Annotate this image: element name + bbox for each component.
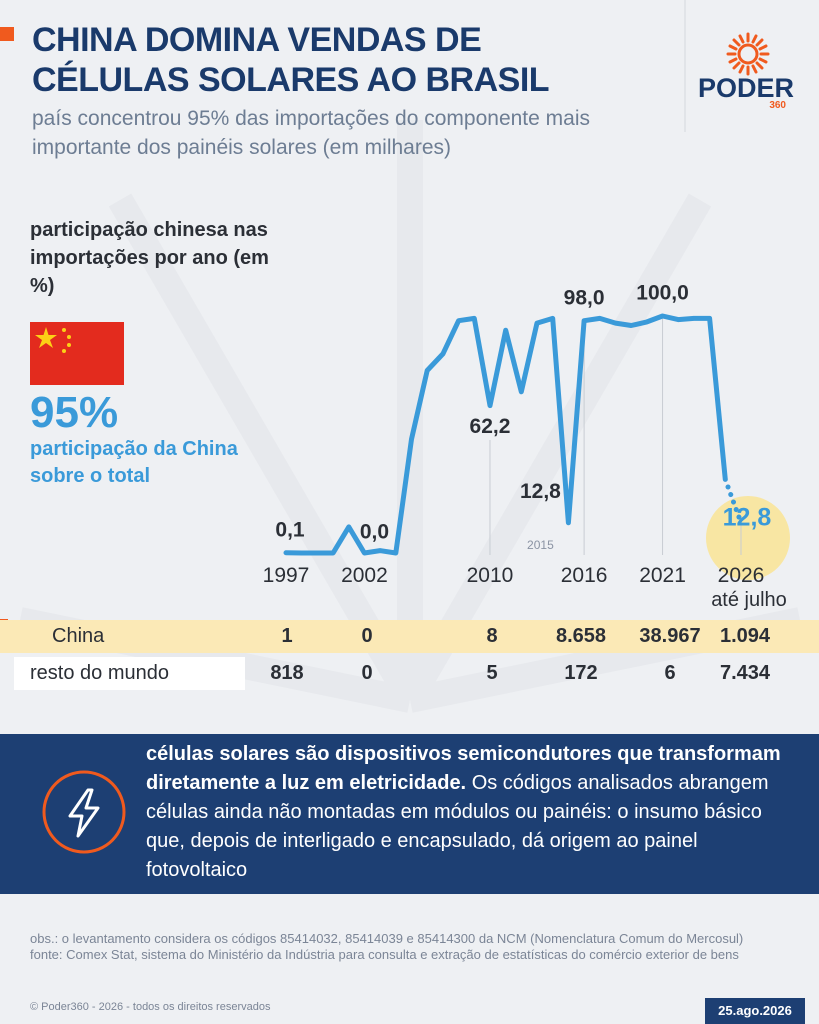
china-flag bbox=[30, 322, 124, 385]
title: CHINA DOMINA VENDAS DE CÉLULAS SOLARES A… bbox=[32, 20, 550, 100]
x-tick-label: 1997 bbox=[263, 564, 310, 587]
highlight-circle bbox=[706, 496, 790, 580]
notes: obs.: o levantamento considera os código… bbox=[30, 931, 800, 963]
row-label-box bbox=[14, 657, 245, 690]
logo-number: 360 bbox=[769, 100, 786, 111]
table-row: China 1 0 8 8.658 38.967 1.094 bbox=[0, 620, 819, 653]
sidebar-caption: participação da China sobre o total bbox=[30, 438, 238, 487]
logo-icon bbox=[726, 32, 770, 76]
value-label: 0,0 bbox=[360, 521, 389, 544]
table-cell: 7.434 bbox=[719, 662, 771, 684]
date: 25.ago.2026 bbox=[705, 998, 805, 1024]
background-decoration bbox=[17, 120, 803, 713]
value-label: 0,1 bbox=[275, 518, 305, 541]
info-bold: células solares são dispositivos semicon… bbox=[146, 743, 781, 794]
table-cell: 818 bbox=[270, 662, 304, 684]
value-label: 98,0 bbox=[564, 286, 605, 309]
info-icon bbox=[42, 770, 126, 854]
x-tick-label: 2010 bbox=[467, 564, 514, 587]
row-label: resto do mundo bbox=[30, 662, 169, 684]
x-tick-label: 2016 bbox=[561, 564, 608, 587]
value-label: 12,8 bbox=[520, 480, 561, 503]
x-tick-label: 2021 bbox=[639, 564, 686, 587]
title-marker bbox=[0, 27, 14, 41]
x-tick-label: 2026 bbox=[718, 564, 765, 587]
big-value: 95% bbox=[30, 388, 119, 437]
line bbox=[283, 313, 744, 556]
table-cell: 8.658 bbox=[555, 625, 607, 647]
note: obs.: o levantamento considera os código… bbox=[30, 931, 744, 946]
value-label: 100,0 bbox=[636, 282, 689, 305]
table-cell: 8 bbox=[486, 625, 498, 647]
annotation: 2015 bbox=[527, 538, 554, 552]
table-cell: 0 bbox=[361, 625, 373, 647]
annotation: até julho bbox=[711, 589, 787, 611]
table-cell: 1.094 bbox=[719, 625, 771, 647]
sidebar-label: participação chinesa nas importações por… bbox=[30, 219, 269, 297]
table-cell: 6 bbox=[664, 662, 676, 684]
value-label: 62,2 bbox=[470, 415, 511, 438]
info-text: células solares são dispositivos semicon… bbox=[146, 740, 786, 885]
table-row: resto do mundo 818 0 5 172 6 7.434 bbox=[0, 657, 819, 690]
table-cell: 38.967 bbox=[639, 625, 701, 647]
table-cell: 172 bbox=[564, 662, 598, 684]
copyright: © Poder360 - 2026 - todos os direitos re… bbox=[30, 1001, 271, 1013]
value-label: 12,8 bbox=[723, 503, 772, 531]
info-box bbox=[0, 734, 819, 894]
logo-name: PODER bbox=[698, 73, 794, 103]
title-line: CHINA DOMINA VENDAS DE bbox=[32, 21, 482, 59]
info-body: Os códigos analisados abrangem células a… bbox=[146, 772, 769, 881]
table-cell: 5 bbox=[486, 662, 498, 684]
note: fonte: Comex Stat, sistema do Ministério… bbox=[30, 947, 739, 962]
row-label: China bbox=[52, 625, 105, 647]
table-cell: 1 bbox=[281, 625, 293, 647]
title-line: CÉLULAS SOLARES AO BRASIL bbox=[32, 61, 550, 99]
table-cell: 0 bbox=[361, 662, 373, 684]
subtitle: país concentrou 95% das importações do c… bbox=[32, 107, 590, 159]
x-tick-label: 2002 bbox=[341, 564, 388, 587]
